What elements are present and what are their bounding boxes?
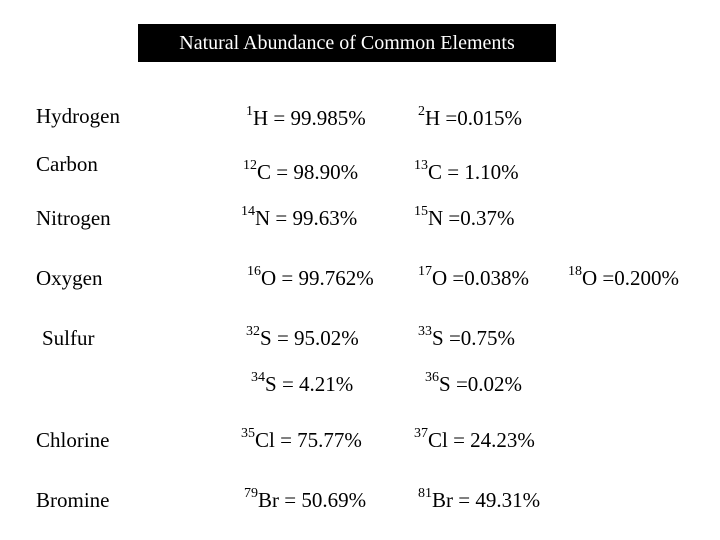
element-name: Nitrogen bbox=[36, 206, 111, 230]
isotope-entry: 81Br = 49.31% bbox=[418, 486, 541, 512]
element-name: Bromine bbox=[36, 488, 110, 512]
isotope-entry: 1H = 99.985% bbox=[246, 104, 366, 130]
page-title: Natural Abundance of Common Elements bbox=[138, 24, 556, 62]
isotope-entry: 32S = 95.02% bbox=[246, 324, 359, 350]
element-name: Hydrogen bbox=[36, 104, 120, 128]
isotope-entry: 33S =0.75% bbox=[418, 324, 516, 350]
isotope-entry: 2H =0.015% bbox=[418, 104, 523, 130]
element-name: Sulfur bbox=[42, 326, 95, 350]
isotope-entry: 17O =0.038% bbox=[418, 264, 530, 290]
isotope-entry: 35Cl = 75.77% bbox=[241, 426, 362, 452]
element-name: Oxygen bbox=[36, 266, 103, 290]
isotope-entry: 37Cl = 24.23% bbox=[414, 426, 535, 452]
isotope-entry: 36S =0.02% bbox=[425, 370, 523, 396]
isotope-entry: 13C = 1.10% bbox=[414, 158, 519, 184]
isotope-entry: 18O =0.200% bbox=[568, 264, 680, 290]
isotope-entry: 34S = 4.21% bbox=[251, 370, 354, 396]
isotope-entry: 79Br = 50.69% bbox=[244, 486, 367, 512]
isotope-entry: 16O = 99.762% bbox=[247, 264, 374, 290]
isotope-entry: 12C = 98.90% bbox=[243, 158, 359, 184]
element-name: Chlorine bbox=[36, 428, 110, 452]
element-name: Carbon bbox=[36, 152, 98, 176]
isotope-entry: 15N =0.37% bbox=[414, 204, 515, 230]
isotope-entry: 14N = 99.63% bbox=[241, 204, 358, 230]
